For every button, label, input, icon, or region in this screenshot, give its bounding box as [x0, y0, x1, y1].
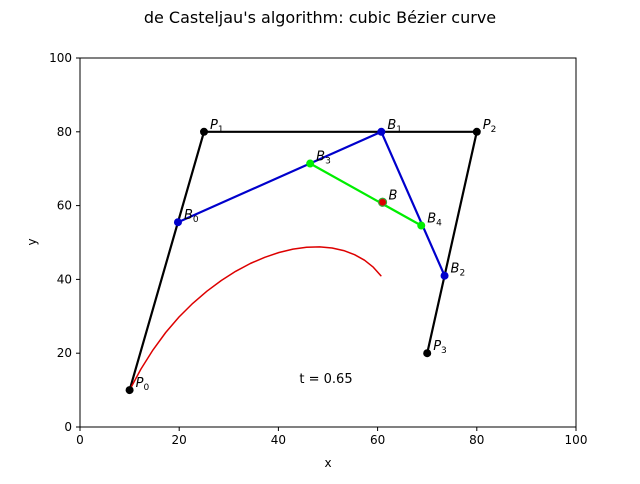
y-axis-label: y — [25, 238, 39, 245]
point-label-b: B — [389, 188, 398, 203]
y-tick-label-0: 0 — [64, 420, 72, 434]
point-label-p0: P0 — [136, 376, 150, 393]
y-tick-label-80: 80 — [57, 125, 72, 139]
point-labels: P0 P1 P2 P3 B0 B1 B2 B3 B4 B — [136, 118, 497, 393]
point-marker-p2 — [472, 127, 481, 136]
point-marker-p0 — [125, 386, 134, 395]
series-line-3 — [128, 246, 382, 391]
x-tick-label-20: 20 — [172, 433, 187, 447]
series-line-2 — [309, 162, 423, 227]
point-marker-b2 — [440, 271, 449, 280]
point-markers — [125, 127, 481, 395]
point-marker-p1 — [200, 127, 208, 136]
series-line-0 — [128, 130, 478, 392]
x-tick-label-40: 40 — [271, 433, 286, 447]
point-marker-b3 — [306, 159, 315, 168]
x-tick-label-100: 100 — [565, 433, 588, 447]
chart-title: de Casteljau's algorithm: cubic Bézier c… — [144, 8, 496, 27]
point-marker-p3 — [423, 349, 432, 358]
x-tick-label-60: 60 — [370, 433, 385, 447]
point-label-b3: B3 — [316, 150, 331, 167]
point-marker-b4 — [417, 221, 426, 230]
point-label-b2: B2 — [451, 262, 466, 279]
point-marker-b — [377, 197, 388, 207]
point-label-b0: B0 — [184, 208, 199, 225]
t-annotation: t = 0.65 — [299, 372, 352, 387]
point-marker-b1 — [377, 127, 386, 136]
x-axis-label: x — [324, 456, 331, 470]
y-tick-label-60: 60 — [57, 199, 72, 213]
plot-frame — [79, 57, 577, 428]
point-label-b1: B1 — [387, 118, 402, 135]
y-tick-label-20: 20 — [57, 346, 72, 360]
y-tick-label-100: 100 — [49, 51, 72, 65]
point-label-p2: P2 — [483, 118, 497, 135]
x-tick-label-0: 0 — [76, 433, 84, 447]
y-tick-label-40: 40 — [57, 272, 72, 286]
point-marker-b0 — [173, 218, 182, 227]
point-label-p1: P1 — [210, 118, 224, 135]
point-label-p3: P3 — [433, 339, 447, 356]
point-label-b4: B4 — [427, 212, 442, 229]
axis-ticks: 0 20 40 60 80 100 0 20 40 60 80 100 — [49, 51, 587, 447]
x-tick-label-80: 80 — [469, 433, 484, 447]
plot-area — [80, 58, 576, 427]
